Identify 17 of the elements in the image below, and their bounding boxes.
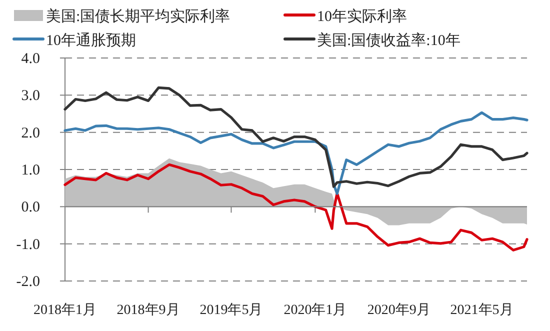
y-tick-label: 1.0: [21, 162, 40, 178]
x-tick-label: 2020年9月: [367, 302, 430, 318]
x-tick-label: 2018年1月: [34, 302, 96, 318]
x-tick-label: 2020年1月: [284, 302, 347, 318]
x-tick-label: 2021年5月: [450, 302, 514, 318]
y-tick-label: 3.0: [21, 88, 40, 104]
legend-label: 美国:国债长期平均实际利率: [46, 8, 230, 25]
x-tick-label: 2018年9月: [116, 302, 180, 318]
y-tick-label: 0.0: [21, 200, 40, 216]
y-tick-label: -2.0: [16, 274, 40, 290]
legend-label: 美国:国债收益率:10年: [317, 32, 460, 49]
legend-label: 10年实际利率: [317, 8, 407, 25]
y-tick-label: 4.0: [21, 51, 40, 67]
x-tick-label: 2019年5月: [200, 302, 263, 318]
y-tick-label: 2.0: [21, 125, 40, 142]
legend-label: 10年通胀预期: [46, 32, 136, 49]
y-tick-label: -1.0: [16, 236, 40, 253]
